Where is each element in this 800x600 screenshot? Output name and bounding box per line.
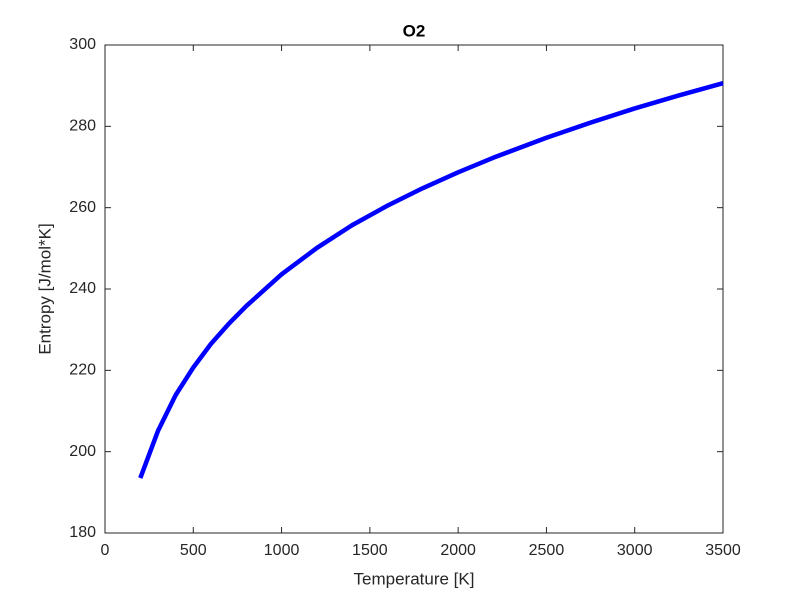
- x-tick-label: 0: [101, 542, 110, 559]
- x-tick-label: 3000: [617, 542, 653, 559]
- x-tick-label: 3500: [705, 542, 741, 559]
- y-tick-label: 280: [69, 118, 96, 135]
- x-tick-label: 1500: [352, 542, 388, 559]
- chart-title: O2: [403, 21, 426, 40]
- x-axis-label: Temperature [K]: [354, 569, 475, 588]
- y-tick-label: 180: [69, 524, 96, 541]
- x-tick-label: 500: [180, 542, 207, 559]
- y-tick-label: 300: [69, 36, 96, 53]
- y-axis-label: Entropy [J/mol*K]: [35, 223, 54, 354]
- y-tick-label: 200: [69, 443, 96, 460]
- data-line: [138, 81, 724, 479]
- y-tick-label: 240: [69, 280, 96, 297]
- x-tick-label: 2500: [529, 542, 565, 559]
- x-tick-label: 1000: [264, 542, 300, 559]
- x-tick-label: 2000: [440, 542, 476, 559]
- y-tick-label: 260: [69, 199, 96, 216]
- y-tick-label: 220: [69, 362, 96, 379]
